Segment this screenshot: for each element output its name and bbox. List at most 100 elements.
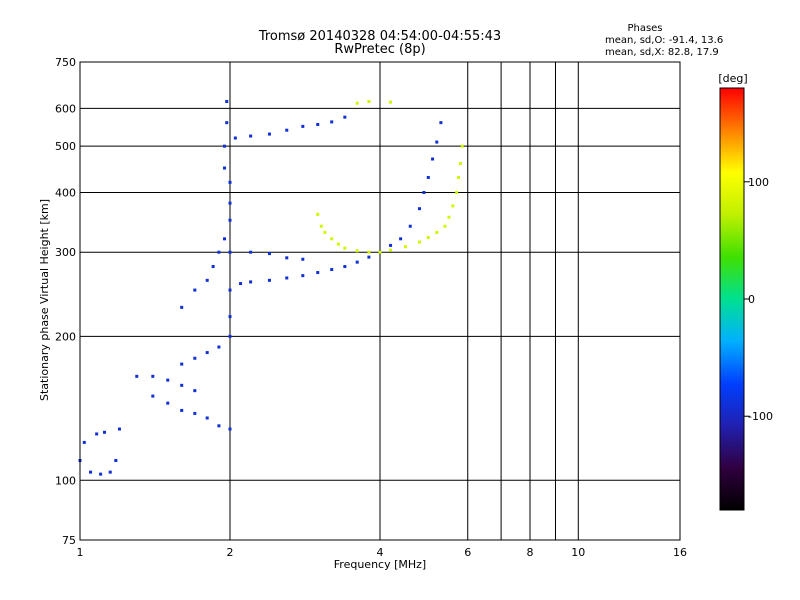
data-point: [89, 470, 93, 474]
data-point: [225, 100, 229, 104]
x-axis-label: Frequency [MHz]: [334, 558, 426, 571]
data-point: [267, 132, 271, 136]
data-point: [399, 237, 403, 241]
data-points: [78, 100, 464, 476]
data-point: [180, 305, 184, 309]
data-point: [378, 250, 382, 254]
data-point: [389, 248, 393, 252]
data-point: [135, 374, 139, 378]
data-point: [267, 252, 271, 256]
data-point: [233, 136, 237, 140]
data-point: [316, 212, 320, 216]
data-point: [426, 236, 430, 240]
y-tick-label: 75: [62, 534, 76, 547]
data-point: [458, 161, 462, 165]
data-point: [285, 256, 289, 260]
data-point: [355, 249, 359, 253]
x-tick-label: 6: [464, 546, 471, 559]
data-point: [435, 230, 439, 234]
data-point: [343, 265, 347, 269]
data-point: [151, 394, 155, 398]
data-point: [228, 250, 232, 254]
data-point: [451, 204, 455, 208]
data-point: [330, 120, 334, 124]
colorbar-tick-label: 0: [748, 293, 755, 306]
data-point: [193, 356, 197, 360]
data-point: [193, 288, 197, 292]
data-point: [367, 250, 371, 254]
data-point: [249, 250, 253, 254]
data-point: [426, 175, 430, 179]
data-point: [301, 124, 305, 128]
grid: [80, 62, 680, 540]
data-point: [403, 245, 407, 249]
data-point: [301, 274, 305, 278]
data-point: [249, 134, 253, 138]
y-tick-label: 600: [55, 102, 76, 115]
data-point: [108, 470, 112, 474]
data-point: [228, 218, 232, 222]
y-tick-label: 100: [55, 474, 76, 487]
colorbar-tick-label: -100: [748, 410, 773, 423]
plot-frame: [79, 61, 681, 541]
data-point: [166, 378, 170, 382]
data-point: [330, 237, 334, 241]
data-point: [228, 180, 232, 184]
data-point: [316, 123, 320, 127]
data-point: [443, 224, 447, 228]
data-point: [343, 115, 347, 119]
data-point: [103, 430, 107, 434]
colorbar-ticks: 100 0 -100: [744, 176, 773, 423]
data-point: [114, 458, 118, 462]
data-point: [417, 207, 421, 211]
y-tick-label: 200: [55, 330, 76, 343]
stats-o-mode: mean, sd,O: -91.4, 13.6: [605, 35, 723, 46]
data-point: [285, 276, 289, 280]
y-tick-label: 300: [55, 246, 76, 259]
data-point: [336, 242, 340, 246]
x-tick-label: 10: [571, 546, 585, 559]
y-tick-label: 500: [55, 140, 76, 153]
data-point: [205, 416, 209, 420]
data-point: [447, 215, 451, 219]
data-point: [217, 345, 221, 349]
data-point: [431, 157, 435, 161]
data-point: [166, 401, 170, 405]
y-tick-label: 400: [55, 186, 76, 199]
data-point: [193, 389, 197, 393]
data-point: [180, 408, 184, 412]
data-point: [319, 224, 323, 228]
data-point: [267, 278, 271, 282]
data-point: [82, 440, 86, 444]
data-point: [225, 121, 229, 125]
data-point: [316, 271, 320, 275]
data-point: [355, 101, 359, 105]
data-point: [301, 257, 305, 261]
data-point: [439, 121, 443, 125]
data-point: [323, 230, 327, 234]
colorbar: [719, 87, 745, 511]
data-point: [228, 427, 232, 431]
x-tick-label: 8: [527, 546, 534, 559]
data-point: [99, 472, 103, 476]
data-point: [228, 334, 232, 338]
colorbar-unit: [deg]: [718, 72, 747, 85]
x-tick-label: 16: [673, 546, 687, 559]
stats-x-mode: mean, sd,X: 82.8, 17.9: [605, 47, 719, 58]
data-point: [223, 237, 227, 241]
colorbar-tick-label: 100: [748, 176, 769, 189]
data-point: [367, 100, 371, 104]
data-point: [228, 315, 232, 319]
data-point: [408, 224, 412, 228]
data-point: [151, 374, 155, 378]
data-point: [193, 411, 197, 415]
data-point: [223, 166, 227, 170]
data-point: [223, 144, 227, 148]
axes: 1 2 4 6 8 10 16 75 100 200 300 400 500 600 750: [55, 56, 687, 559]
data-point: [435, 140, 439, 144]
data-point: [389, 243, 393, 247]
data-point: [389, 100, 393, 104]
data-point: [460, 144, 464, 148]
x-tick-label: 2: [227, 546, 234, 559]
